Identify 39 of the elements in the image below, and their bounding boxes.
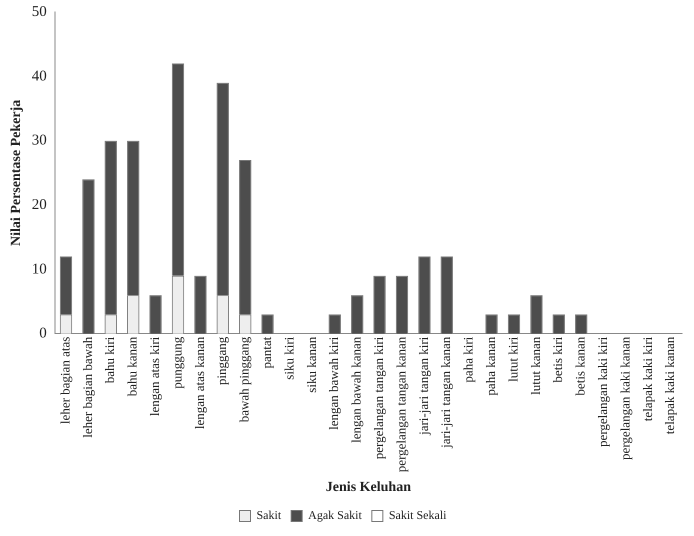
- x-tick-label: pinggang: [214, 336, 230, 386]
- x-tick-label: betis kanan: [572, 336, 588, 396]
- x-tick-label: pergelangan tangan kanan: [393, 336, 408, 472]
- y-tick-label: 20: [32, 196, 47, 213]
- x-tick-label: lutut kiri: [505, 336, 520, 382]
- x-tick-label: lengan atas kanan: [192, 336, 207, 430]
- x-tick-label: betis kiri: [550, 336, 566, 383]
- x-axis-title: Jenis Keluhan: [326, 480, 412, 496]
- x-tick-label: lengan atas kiri: [147, 336, 162, 416]
- x-tick-label: bawah pinggang: [236, 336, 252, 422]
- x-tick-label: pergelangan kaki kanan: [617, 336, 632, 460]
- x-tick-label: lengan bawah kiri: [326, 336, 342, 430]
- y-tick-label: 50: [32, 4, 47, 20]
- y-axis-title: Nilai Persentase Pekerja: [9, 100, 24, 246]
- x-tick-label: pergelangan tangan kiri: [371, 336, 386, 460]
- y-tick-label: 30: [32, 132, 47, 149]
- legend-label: Sakit Sekali: [388, 508, 448, 522]
- y-tick-label: 0: [39, 326, 47, 342]
- x-tick-label: pergelangan kaki kiri: [595, 336, 610, 447]
- x-tick-label: lengan bawah kanan: [348, 336, 364, 443]
- x-tick-label: leher bagian bawah: [80, 336, 95, 438]
- x-tick-label: paha kanan: [483, 336, 498, 396]
- x-tick-label: jari-jari tangan kiri: [416, 336, 431, 436]
- legend-label: Agak Sakit: [308, 508, 362, 522]
- x-tick-label: bahu kanan: [124, 336, 140, 396]
- x-tick-label: bahu kiri: [102, 336, 118, 384]
- x-tick-label: pantat: [259, 336, 274, 368]
- x-tick-label: jari-jari tangan kanan: [438, 336, 454, 449]
- x-tick-label: telapak kaki kiri: [640, 336, 655, 422]
- x-tick-label: siku kanan: [304, 336, 319, 393]
- x-tick-label: leher bagian atas: [57, 336, 72, 424]
- x-tick-label: lutut kanan: [528, 336, 543, 395]
- x-tick-label: siku kiri: [281, 336, 296, 380]
- y-tick-label: 40: [32, 68, 47, 84]
- y-tick-label: 10: [32, 261, 47, 278]
- legend-label: Sakit: [256, 508, 282, 522]
- x-tick-label: telapak kaki kanan: [662, 336, 678, 434]
- x-tick-label: paha kiri: [460, 336, 476, 383]
- x-tick-label: punggung: [169, 336, 184, 389]
